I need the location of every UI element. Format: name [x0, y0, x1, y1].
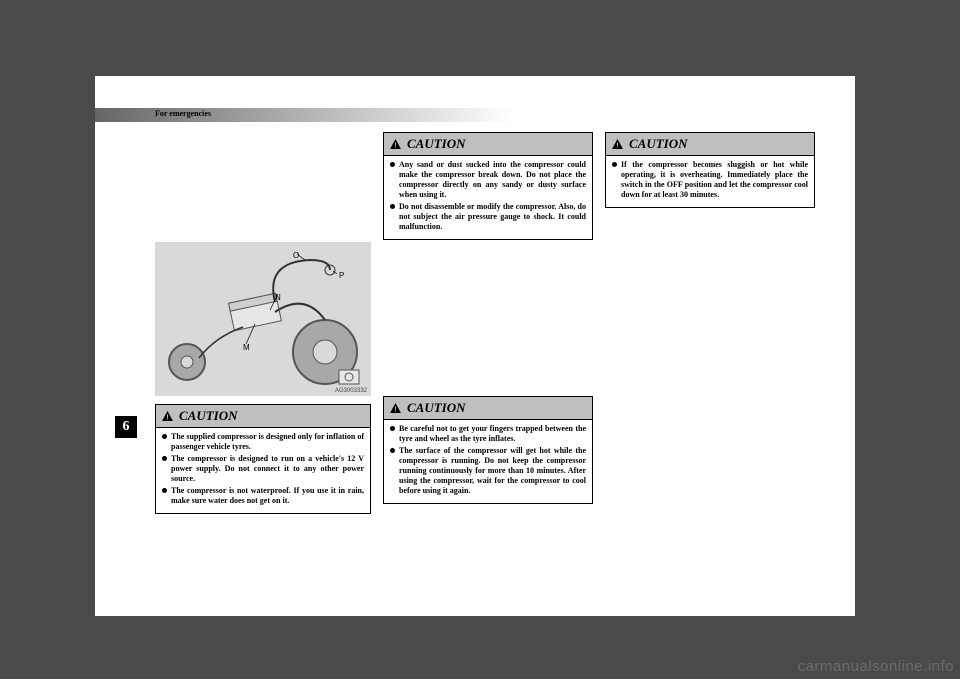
- caution-item: The compressor is designed to run on a v…: [162, 454, 364, 484]
- warning-triangle-icon: !: [612, 139, 623, 149]
- caution-item: The surface of the compressor will get h…: [390, 446, 586, 496]
- svg-text:P: P: [339, 271, 344, 280]
- caution-box-col2-top: ! CAUTION Any sand or dust sucked into t…: [383, 132, 593, 240]
- caution-item: The supplied compressor is designed only…: [162, 432, 364, 452]
- column-2: ! CAUTION Any sand or dust sucked into t…: [383, 132, 593, 520]
- caution-box-col1: ! CAUTION The supplied compressor is des…: [155, 404, 371, 514]
- caution-header: ! CAUTION: [384, 397, 592, 420]
- caution-item: The compressor is not waterproof. If you…: [162, 486, 364, 506]
- caution-item: Do not disassemble or modify the compres…: [390, 202, 586, 232]
- warning-triangle-icon: !: [162, 411, 173, 421]
- figure-code: AG3003332: [335, 388, 367, 394]
- caution-box-col2-bottom: ! CAUTION Be careful not to get your fin…: [383, 396, 593, 504]
- caution-header: ! CAUTION: [606, 133, 814, 156]
- caution-item: Any sand or dust sucked into the compres…: [390, 160, 586, 200]
- caution-item: If the compressor becomes sluggish or ho…: [612, 160, 808, 200]
- warning-triangle-icon: !: [390, 403, 401, 413]
- column-3: ! CAUTION If the compressor becomes slug…: [605, 132, 815, 520]
- caution-box-col3: ! CAUTION If the compressor becomes slug…: [605, 132, 815, 208]
- caution-body: The supplied compressor is designed only…: [156, 428, 370, 513]
- svg-text:!: !: [394, 405, 396, 413]
- svg-text:M: M: [243, 343, 250, 352]
- column-1: M N O P AG3003332: [155, 132, 371, 520]
- caution-body: Any sand or dust sucked into the compres…: [384, 156, 592, 239]
- svg-text:!: !: [616, 141, 618, 149]
- caution-header: ! CAUTION: [156, 405, 370, 428]
- section-title: For emergencies: [155, 109, 211, 118]
- caution-title: CAUTION: [179, 408, 238, 424]
- chapter-tab: 6: [115, 416, 137, 438]
- watermark-text: carmanualsonline.info: [798, 658, 954, 675]
- caution-item: Be careful not to get your fingers trapp…: [390, 424, 586, 444]
- caution-title: CAUTION: [407, 136, 466, 152]
- svg-text:O: O: [293, 251, 299, 260]
- caution-body: Be careful not to get your fingers trapp…: [384, 420, 592, 503]
- warning-triangle-icon: !: [390, 139, 401, 149]
- caution-header: ! CAUTION: [384, 133, 592, 156]
- compressor-figure: M N O P AG3003332: [155, 242, 371, 396]
- caution-title: CAUTION: [629, 136, 688, 152]
- svg-text:!: !: [166, 413, 168, 421]
- svg-text:!: !: [394, 141, 396, 149]
- caution-title: CAUTION: [407, 400, 466, 416]
- compressor-diagram-svg: M N O P: [155, 242, 371, 396]
- content-columns: M N O P AG3003332: [155, 132, 815, 520]
- manual-page: For emergencies 6: [95, 76, 855, 616]
- caution-body: If the compressor becomes sluggish or ho…: [606, 156, 814, 207]
